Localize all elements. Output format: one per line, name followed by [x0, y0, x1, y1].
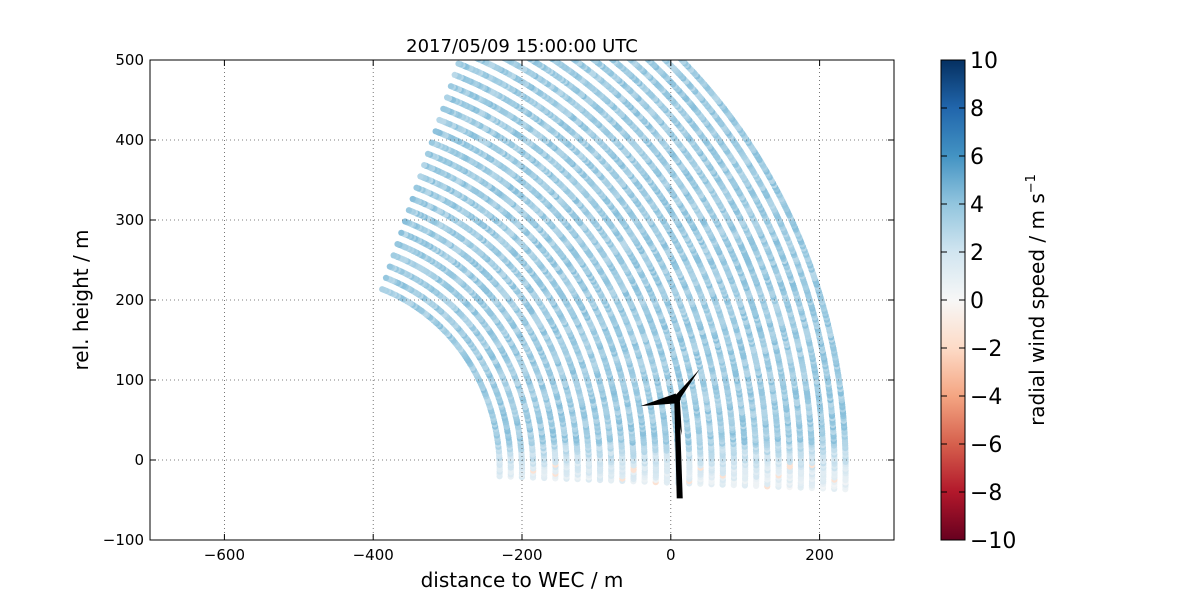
scatter-point	[409, 195, 416, 203]
scatter-point	[444, 94, 451, 101]
scatter-point	[379, 286, 386, 293]
scatter-point	[436, 116, 443, 124]
scatter-point	[394, 241, 401, 248]
scatter-point	[398, 229, 405, 236]
scatter-point	[402, 218, 409, 225]
scatter-point	[447, 83, 454, 90]
scatter-point	[455, 60, 462, 67]
scatter-point	[421, 162, 428, 169]
scatter-point	[386, 263, 393, 270]
scatter-point	[405, 207, 412, 214]
chart-title: 2017/05/09 15:00:00 UTC	[406, 36, 638, 57]
scatter-point	[424, 150, 432, 157]
scatter-points	[379, 60, 849, 493]
scatter-point	[451, 71, 458, 78]
scatter-point	[390, 252, 397, 259]
scatter-point	[428, 139, 435, 146]
scatter-point	[440, 105, 447, 112]
scatter-point	[413, 184, 420, 191]
scatter-point	[432, 128, 439, 135]
scatter-point	[417, 173, 424, 180]
scatter-point	[382, 274, 390, 281]
